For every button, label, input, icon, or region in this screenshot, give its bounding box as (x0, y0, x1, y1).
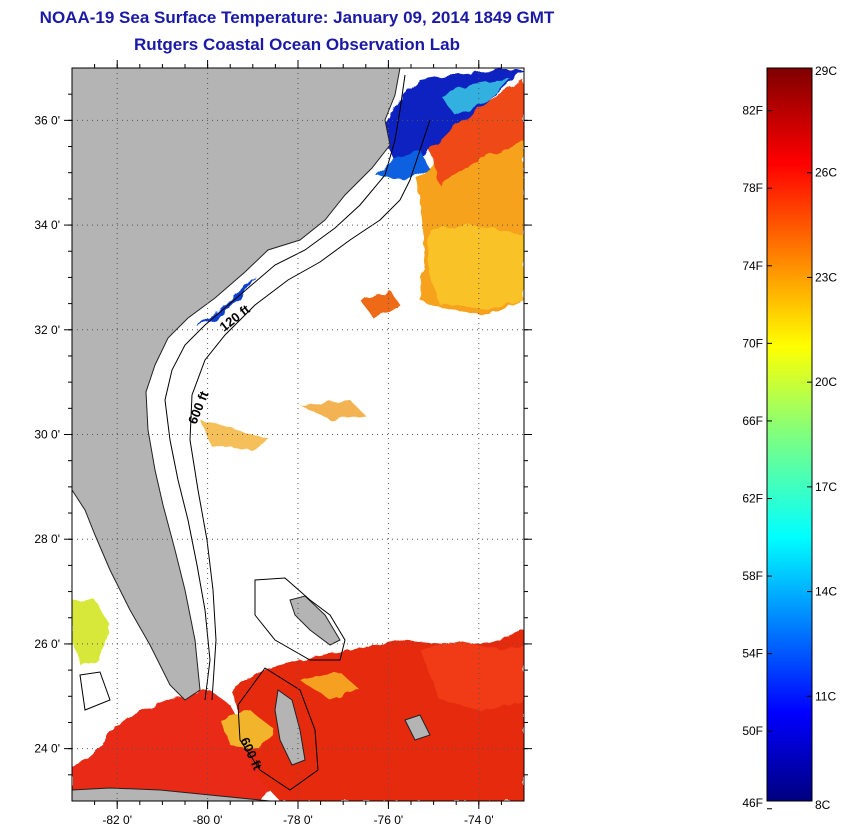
y-tick-label: 32 0' (34, 323, 60, 337)
y-tick-label: 28 0' (34, 532, 60, 546)
colorbar-f-label: 82F (742, 104, 763, 118)
x-tick-label: -74 0' (464, 813, 494, 827)
colorbar-c-label: 17C (815, 480, 837, 494)
colorbar-c-label: 26C (815, 166, 837, 180)
colorbar-f-label: 78F (742, 181, 763, 195)
colorbar (766, 67, 813, 802)
map-subtitle: Rutgers Coastal Ocean Observation Lab (134, 35, 460, 54)
sst-imagery (72, 70, 524, 801)
colorbar-c-label: 23C (815, 270, 837, 284)
map-title: NOAA-19 Sea Surface Temperature: January… (39, 8, 555, 27)
y-tick-label: 24 0' (34, 742, 60, 756)
colorbar-c-label: 20C (815, 375, 837, 389)
x-tick-label: -82 0' (102, 813, 132, 827)
colorbar-c-label: 8C (815, 798, 831, 812)
land-mass (72, 68, 401, 701)
colorbar-c-label: 29C (815, 64, 837, 78)
y-tick-label: 30 0' (34, 428, 60, 442)
colorbar-f-label: 70F (742, 336, 763, 350)
map-grid (72, 68, 524, 801)
y-tick-label: 34 0' (34, 218, 60, 232)
y-tick-label: 26 0' (34, 637, 60, 651)
y-tick-label: 36 0' (34, 113, 60, 127)
colorbar-f-label: 54F (742, 647, 763, 661)
colorbar-f-label: 46F (742, 796, 763, 810)
colorbar-labels: 29C 26C 23C 20C 17C 14C 11C 8C 82F 78F 74F 70F 66F 62… (742, 64, 837, 812)
colorbar-f-label: 58F (742, 569, 763, 583)
land-mass (72, 787, 271, 801)
colorbar-ticks (767, 67, 812, 810)
colorbar-f-label: 50F (742, 724, 763, 738)
colorbar-f-label: 62F (742, 491, 763, 505)
axis-tick-labels: -82 0' -80 0' -78 0' -76 0' -74 0' 36 0' 34 0'… (34, 113, 493, 827)
x-tick-label: -80 0' (193, 813, 223, 827)
colorbar-c-label: 14C (815, 585, 837, 599)
land-mass (404, 714, 431, 741)
x-tick-label: -78 0' (283, 813, 313, 827)
colorbar-f-label: 66F (742, 414, 763, 428)
colorbar-c-label: 11C (815, 689, 836, 703)
axis-ticks (64, 60, 532, 809)
colorbar-f-label: 74F (742, 259, 763, 273)
x-tick-label: -76 0' (374, 813, 404, 827)
land-mass (274, 689, 306, 766)
